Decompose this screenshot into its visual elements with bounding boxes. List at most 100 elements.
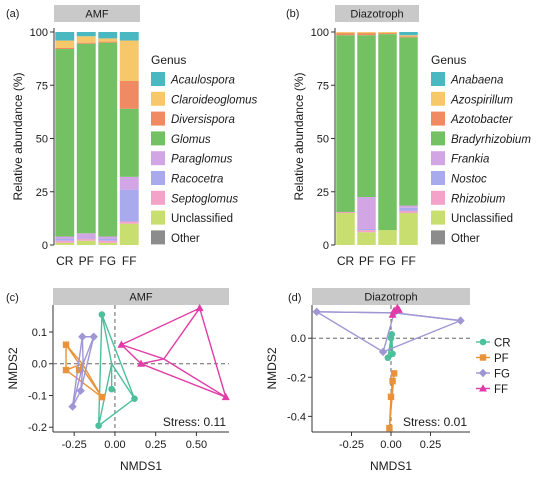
point-FF — [394, 305, 403, 313]
y-tick-label: 75 — [317, 80, 329, 92]
legend-item-Anabaena: Anabaena — [450, 75, 503, 87]
bar-segment-PF-Diversispora — [76, 42, 96, 44]
x-axis-label: NMDS1 — [370, 459, 412, 473]
group-FG — [312, 307, 465, 357]
bar-segment-FG-Bradyrhizobium — [378, 34, 397, 231]
point-PF — [62, 341, 70, 348]
legend-swatch-Anabaena — [431, 72, 445, 86]
group-CR — [384, 331, 396, 362]
bar-segment-FF-Glomus — [119, 108, 139, 177]
legend-swatch-Unclassified — [151, 210, 165, 225]
legend-swatch-Other — [431, 230, 445, 245]
bar-segment-CR-Paraglomus — [55, 236, 75, 239]
strip-label: AMF — [85, 9, 109, 21]
spider-line-CR — [101, 314, 113, 364]
point-FF — [388, 310, 397, 318]
stress-annotation: Stress: 0.11 — [163, 415, 226, 429]
hull-PF — [65, 342, 103, 398]
panel-tag: (c) — [6, 292, 19, 304]
point-PF — [98, 393, 106, 401]
y-tick-label: 0 — [323, 240, 329, 252]
bar-segment-FF-Frankia — [399, 205, 418, 208]
point-CR — [131, 395, 138, 402]
bar-segment-CR-Bradyrhizobium — [336, 35, 355, 212]
bar-segment-PF-Unclassified — [76, 240, 96, 245]
group-CR — [95, 311, 138, 429]
legend-item-Bradyrhizobium: Bradyrhizobium — [451, 134, 531, 146]
x-tick-label: PF — [359, 254, 374, 268]
legend-marker-FF — [479, 384, 487, 392]
legend-a: Genus Acaulospora Claroideoglomus Diversisp… — [151, 53, 258, 245]
bar-segment-FG-Acaulospora — [98, 32, 118, 39]
point-CR — [388, 331, 396, 338]
spider-line-FF — [121, 344, 165, 360]
strip-background — [312, 288, 470, 305]
legend-marker-FG — [478, 368, 488, 378]
group-FF — [388, 303, 403, 318]
x-tick-label: FF — [401, 254, 416, 268]
x-tick-label: FF — [122, 254, 137, 268]
point-CR — [389, 350, 396, 358]
legend-b: Genus Anabaena Azospirillum Azotobacter Brad… — [431, 53, 531, 245]
bar-segment-FG-Diversispora — [98, 41, 118, 43]
legend-swatch-Unclassified — [431, 210, 445, 225]
point-FG — [456, 316, 465, 325]
legend-item-FG: FG — [494, 369, 510, 381]
legend-item-Racocetra: Racocetra — [171, 174, 223, 186]
y-axis-label: Relative abundance (%) — [11, 72, 25, 200]
bar-segment-PF-Bradyrhizobium — [357, 35, 376, 198]
point-FF — [137, 359, 145, 367]
bar-segment-FG-Claroideoglomus — [98, 38, 118, 42]
point-FF — [221, 392, 230, 401]
spider-line-CR — [97, 363, 113, 426]
x-tick-label: CR — [337, 254, 355, 268]
legend-swatch-Rhizobium — [431, 190, 445, 205]
panel-d: (d) Diazotroph -0.4 -0.2 0.0 -0.25 0.00 0.25 NMD… — [265, 288, 511, 473]
bar-segment-FF-Anabaena — [399, 32, 418, 36]
legend-swatch-Septoglomus — [151, 190, 165, 205]
legend-item-Azotobacter: Azotobacter — [450, 114, 514, 126]
bar-segment-PF-Glomus — [76, 43, 96, 234]
point-FG — [78, 332, 87, 341]
bar-segment-CR-Diversispora — [55, 47, 75, 50]
bar-segment-CR-Glomus — [55, 49, 75, 237]
point-FG — [89, 332, 98, 341]
legend-groups: CR PF FG FF — [476, 338, 511, 396]
x-tick-label: CR — [56, 254, 74, 268]
legend-marker-PF — [479, 354, 487, 361]
spider-line-FG — [394, 312, 461, 322]
point-FG — [76, 386, 85, 395]
bar-segment-CR-Septoglomus — [55, 240, 75, 243]
point-CR — [384, 354, 392, 362]
bar-segment-PF-Frankia — [357, 197, 376, 230]
legend-item-FF: FF — [494, 384, 508, 396]
bar-segment-CR-Claroideoglomus — [55, 40, 75, 48]
bar-segment-FG-Paraglomus — [98, 236, 118, 239]
bar-segment-CR-Acaulospora — [55, 32, 75, 41]
legend-swatch-Azotobacter — [431, 111, 445, 126]
bar-segment-PF-Rhizobium — [357, 230, 376, 233]
bar-segment-CR-Racocetra — [55, 238, 75, 241]
bar-segment-FG-Racocetra — [98, 238, 118, 241]
panel-a: (a) AMF 0 25 50 75 100 Relative abundance (%) CR… — [6, 5, 258, 268]
point-FG — [68, 402, 77, 411]
y-tick-label: 100 — [311, 27, 329, 39]
bar-segment-FF-Azospirillum — [399, 35, 418, 37]
x-tick-label: -0.25 — [62, 439, 87, 451]
point-CR — [108, 385, 115, 393]
legend-item-Septoglomus: Septoglomus — [171, 193, 238, 205]
legend-marker-CR — [479, 338, 487, 346]
y-tick-label: 0 — [42, 240, 48, 252]
legend-item-Rhizobium: Rhizobium — [451, 193, 506, 205]
point-FG — [312, 307, 321, 317]
point-FG — [378, 347, 388, 357]
legend-swatch-Other — [151, 230, 165, 245]
bar-segment-FG-Unclassified — [98, 242, 118, 245]
strip-background — [54, 5, 140, 22]
bar-segment-FF-Claroideoglomus — [119, 40, 139, 81]
legend-swatch-Bradyrhizobium — [431, 131, 445, 146]
y-axis-label: NMDS2 — [6, 347, 20, 389]
bar-segment-PF-Azospirillum — [357, 32, 376, 34]
y-tick-label: 50 — [317, 134, 329, 146]
